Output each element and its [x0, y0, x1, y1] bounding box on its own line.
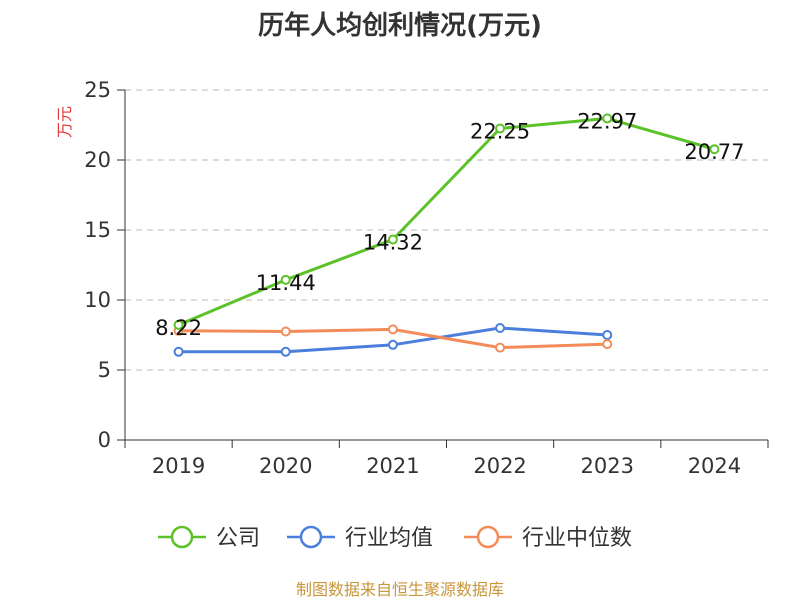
series-line: [177, 116, 716, 327]
y-tick-label: 25: [84, 78, 111, 102]
series-0: [173, 113, 720, 330]
x-tick-label: 2024: [688, 454, 741, 478]
data-point: [280, 346, 291, 357]
legend-label: 行业中位数: [522, 526, 632, 551]
y-tick-label: 10: [84, 288, 111, 312]
legend-item: 行业均值: [287, 525, 433, 551]
data-point: [495, 342, 506, 353]
legend: 公司 行业均值 行业中位数: [158, 525, 632, 551]
data-point: [709, 144, 720, 155]
data-point: [387, 324, 398, 335]
series-group: [173, 113, 720, 357]
data-point: [280, 274, 291, 285]
data-label: 20.77: [684, 140, 744, 164]
series-2: [173, 324, 613, 353]
data-point: [602, 339, 613, 350]
legend-marker: [299, 525, 323, 549]
grid: [125, 89, 768, 371]
data-label: 14.32: [363, 231, 423, 255]
legend-label: 公司: [216, 526, 260, 551]
y-tick-label: 0: [98, 428, 111, 452]
data-point: [602, 330, 613, 340]
y-tick-label: 15: [84, 218, 111, 242]
data-point: [495, 323, 506, 333]
y-tick-label: 5: [98, 358, 111, 382]
legend-item: 公司: [158, 525, 260, 551]
data-point: [602, 113, 613, 124]
source-note: 制图数据来自恒生聚源数据库: [296, 580, 504, 599]
chart-title: 历年人均创利情况(万元): [258, 10, 542, 41]
y-tick-label: 20: [84, 148, 111, 172]
legend-marker: [170, 525, 194, 549]
data-label: 8.22: [155, 316, 202, 340]
data-label: 22.97: [577, 109, 637, 133]
x-tick-label: 2021: [366, 454, 419, 478]
data-label: 11.44: [256, 271, 316, 295]
data-point: [173, 346, 184, 357]
x-tick-label: 2020: [259, 454, 312, 478]
data-label: 22.25: [470, 120, 530, 144]
x-tick-label: 2022: [473, 454, 526, 478]
legend-marker: [476, 525, 500, 549]
data-point: [173, 319, 184, 330]
axes: 0 5 10 15 20 25 2019 2020 2021 2022 2023 2024: [84, 78, 769, 478]
legend-item: 行业中位数: [464, 525, 632, 551]
data-point: [387, 339, 398, 350]
data-point: [387, 234, 398, 245]
data-point: [280, 326, 291, 337]
x-tick-label: 2019: [152, 454, 205, 478]
x-tick-label: 2023: [581, 454, 634, 478]
data-point: [495, 123, 506, 134]
legend-label: 行业均值: [345, 526, 433, 551]
data-labels: 8.22 11.44 14.32 22.25 22.97 20.77: [155, 109, 744, 340]
series-1: [173, 323, 613, 357]
y-axis-label: 万元: [55, 106, 74, 138]
